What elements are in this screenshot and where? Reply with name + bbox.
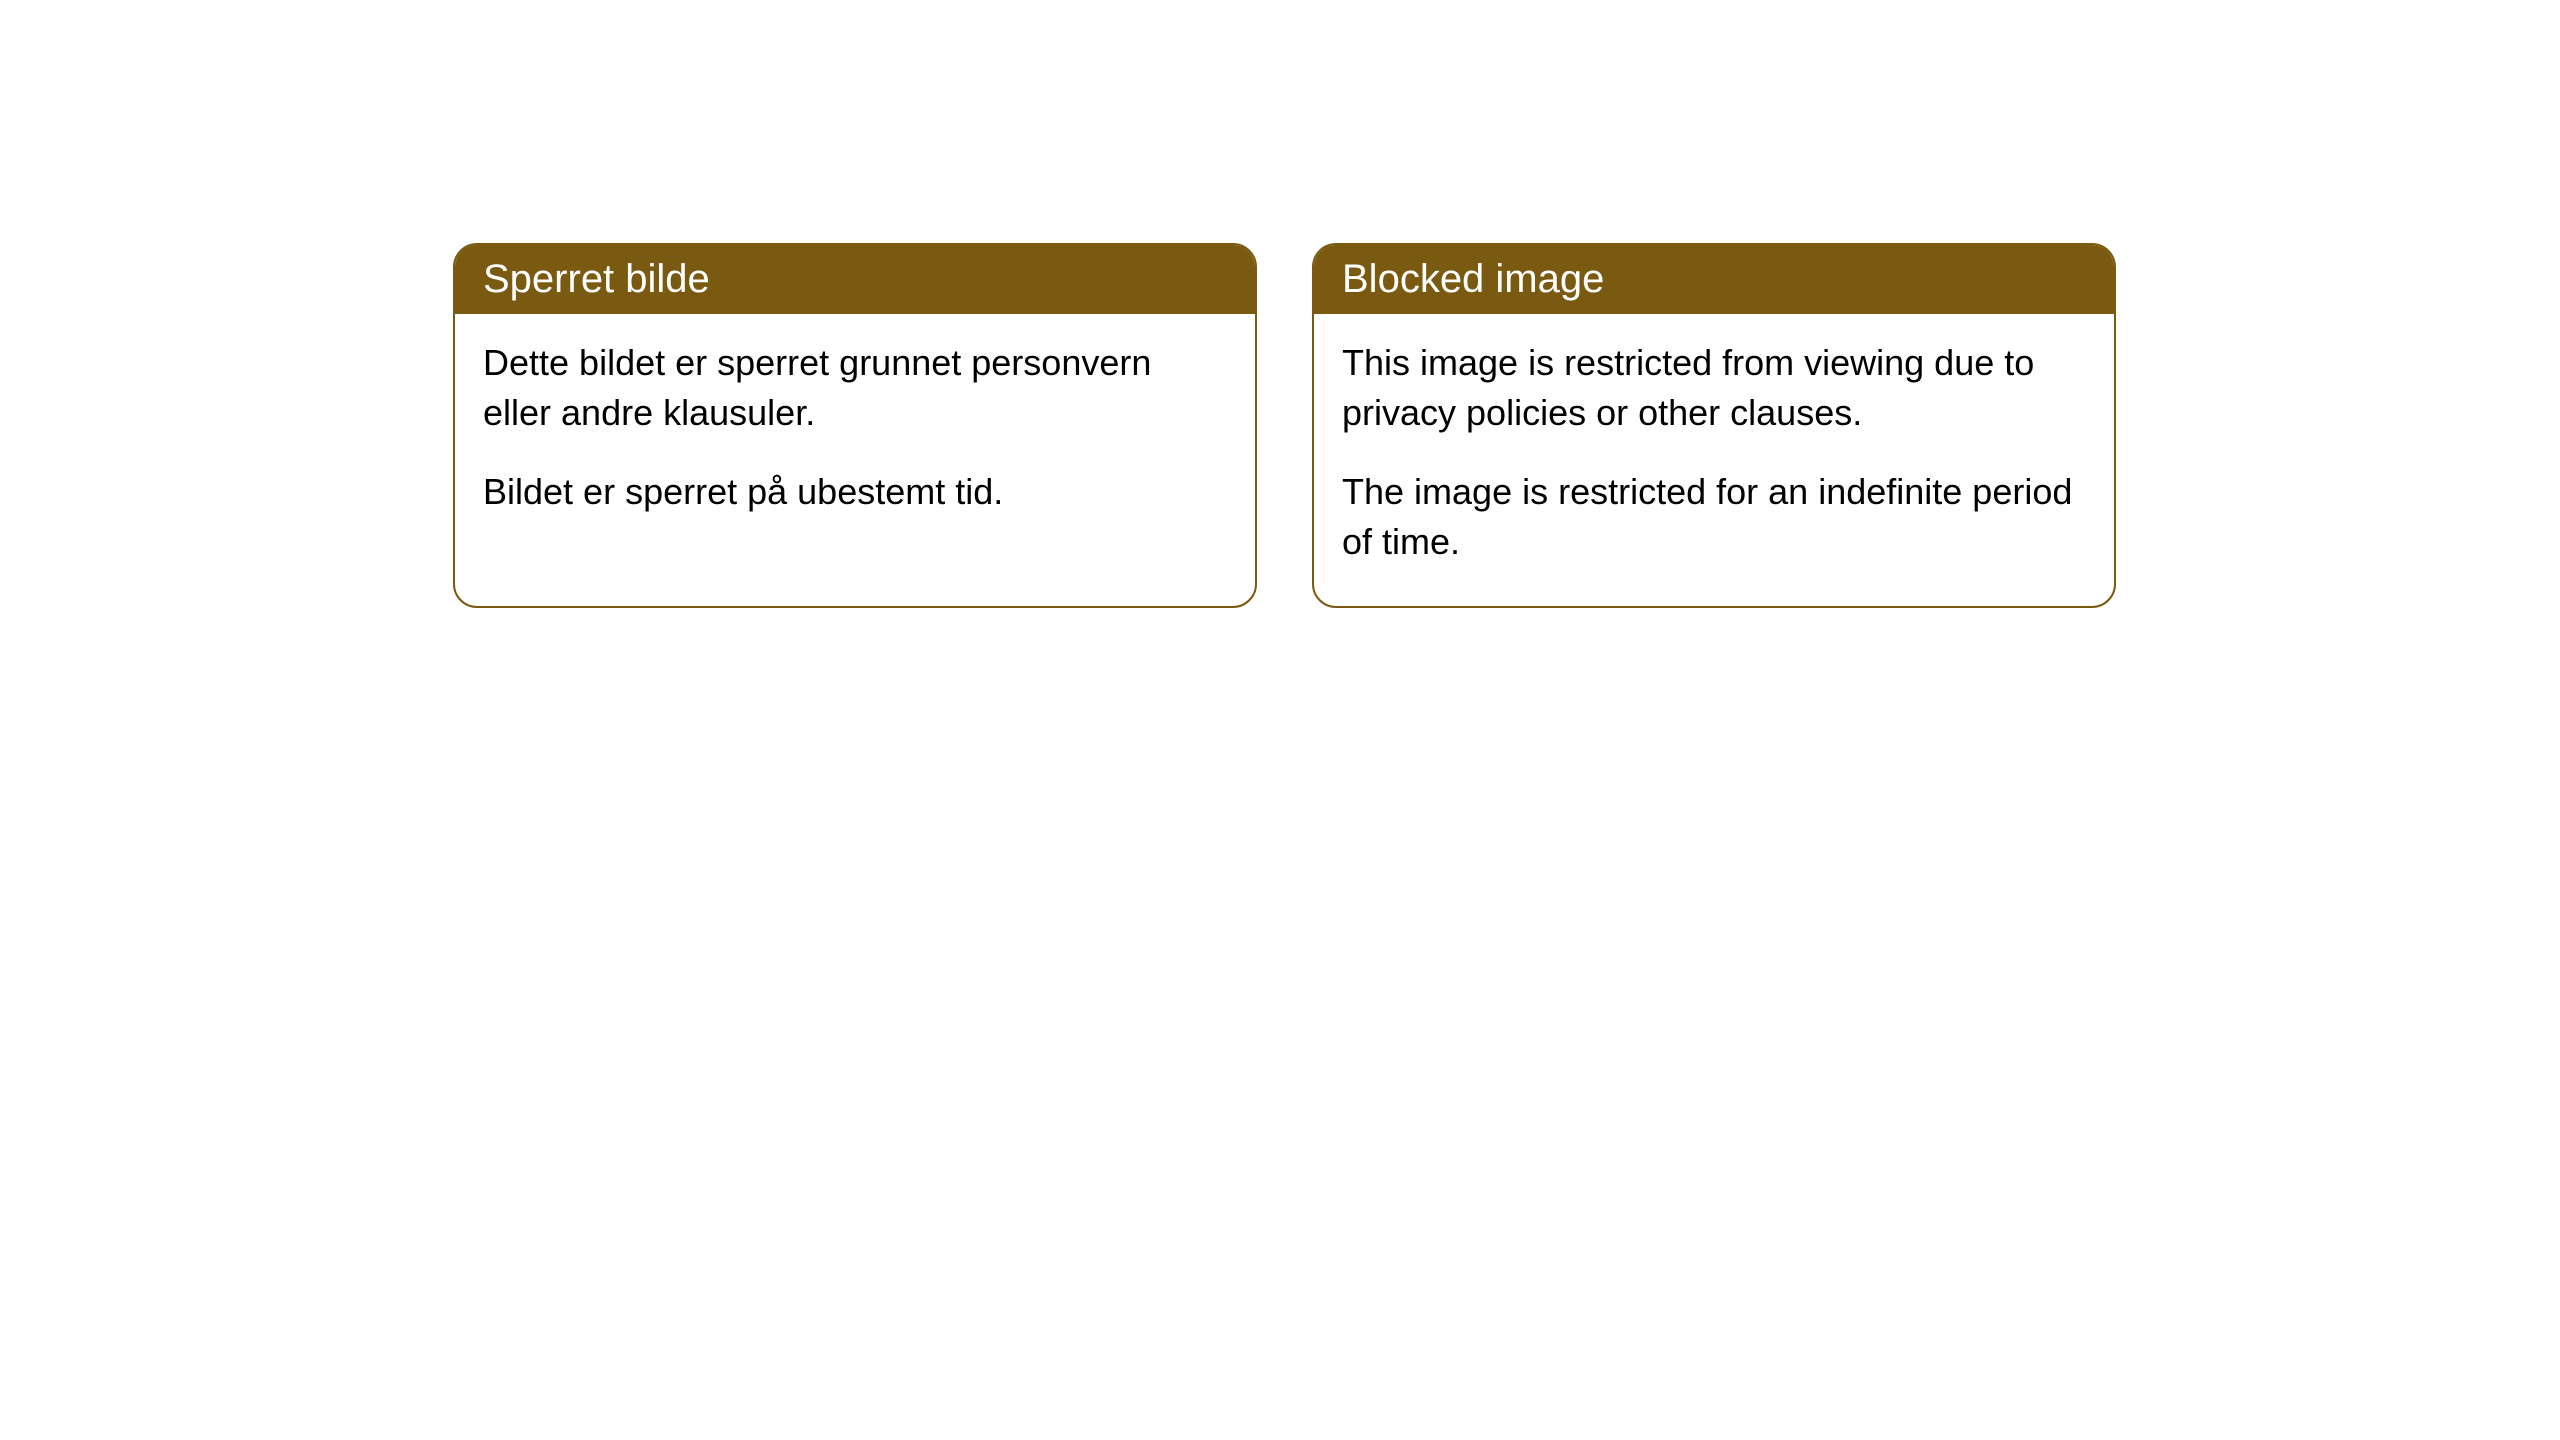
card-title: Blocked image [1342,257,1604,301]
cards-container: Sperret bilde Dette bildet er sperret gr… [453,243,2116,608]
card-title: Sperret bilde [483,257,710,301]
card-header: Blocked image [1314,245,2114,314]
card-paragraph: Dette bildet er sperret grunnet personve… [483,338,1227,439]
card-paragraph: The image is restricted for an indefinit… [1342,467,2086,568]
card-body: Dette bildet er sperret grunnet personve… [455,314,1255,555]
blocked-image-card-english: Blocked image This image is restricted f… [1312,243,2116,608]
blocked-image-card-norwegian: Sperret bilde Dette bildet er sperret gr… [453,243,1257,608]
card-paragraph: This image is restricted from viewing du… [1342,338,2086,439]
card-header: Sperret bilde [455,245,1255,314]
card-paragraph: Bildet er sperret på ubestemt tid. [483,467,1227,517]
card-body: This image is restricted from viewing du… [1314,314,2114,606]
